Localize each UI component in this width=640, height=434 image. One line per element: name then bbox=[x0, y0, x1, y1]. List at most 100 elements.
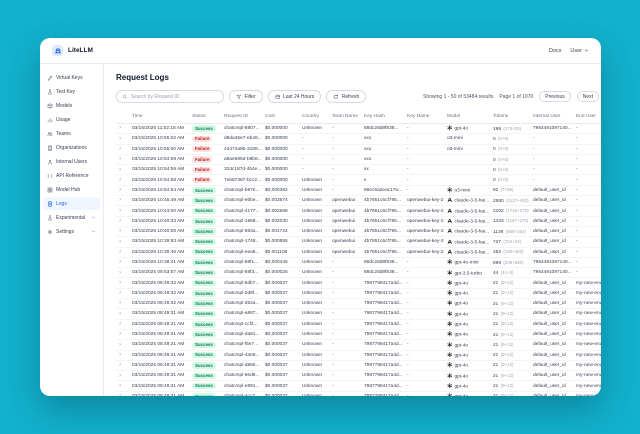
calendar-icon bbox=[275, 94, 280, 99]
table-row[interactable]: › 03/15/2025 10:38:41 AM Success chatcmp… bbox=[116, 257, 601, 269]
table-row[interactable]: › 03/15/2025 08:49:31 AM Success chatcmp… bbox=[116, 308, 601, 320]
column-header bbox=[116, 111, 129, 124]
table-row[interactable]: › 03/15/2025 10:43:00 AM Success chatcmp… bbox=[116, 205, 601, 217]
sidebar-item-virtual-keys[interactable]: Virtual Keys bbox=[43, 71, 100, 84]
expand-row-chevron-icon[interactable]: › bbox=[119, 278, 122, 286]
docs-link[interactable]: Docs bbox=[548, 47, 562, 54]
cell-end-user: my-new-end-user-7 bbox=[573, 391, 601, 396]
cell-tokens: 21 (9+12) bbox=[490, 308, 530, 320]
search-input[interactable] bbox=[130, 93, 218, 100]
sidebar-item-models[interactable]: Models bbox=[43, 99, 100, 112]
logs-icon bbox=[47, 200, 53, 207]
cell-status: Success bbox=[189, 339, 221, 351]
cell-key-name: openwebui-key-2 bbox=[404, 226, 444, 238]
cell-country: Unknown bbox=[299, 308, 329, 320]
expand-row-chevron-icon[interactable]: › bbox=[119, 268, 122, 276]
table-row[interactable]: › 03/15/2025 08:49:31 AM Success chatcmp… bbox=[116, 360, 601, 372]
refresh-button[interactable]: Refresh bbox=[326, 90, 367, 103]
sidebar-item-test-key[interactable]: Test Key bbox=[43, 85, 100, 98]
expand-row-chevron-icon[interactable]: › bbox=[119, 186, 122, 194]
cell-country: Unknown bbox=[299, 350, 329, 361]
table-row[interactable]: › 03/15/2025 10:55:02 AM Failure d8da45e… bbox=[116, 133, 601, 145]
sidebar-item-api-reference[interactable]: API Reference bbox=[43, 169, 100, 182]
expand-row-chevron-icon[interactable]: › bbox=[119, 299, 122, 307]
expand-row-chevron-icon[interactable]: › bbox=[119, 196, 122, 204]
expand-row-chevron-icon[interactable]: › bbox=[119, 361, 122, 369]
table-row[interactable]: › 03/15/2025 08:49:32 AM Success chatcmp… bbox=[116, 288, 601, 300]
previous-page-button[interactable]: Previous bbox=[539, 91, 571, 102]
cell-model: gpt-4o bbox=[444, 391, 490, 396]
expand-row-chevron-icon[interactable]: › bbox=[119, 155, 122, 163]
cell-team-name: openwebui bbox=[329, 236, 361, 248]
table-row[interactable]: › 03/15/2025 08:49:31 AM Success chatcmp… bbox=[116, 380, 601, 392]
expand-row-chevron-icon[interactable]: › bbox=[119, 237, 122, 245]
expand-row-chevron-icon[interactable]: › bbox=[119, 330, 122, 338]
expand-row-chevron-icon[interactable]: › bbox=[119, 175, 122, 183]
sidebar-item-settings[interactable]: Settings bbox=[43, 225, 100, 238]
expand-row-chevron-icon[interactable]: › bbox=[119, 340, 122, 348]
cell-cost: $0.000000 bbox=[262, 144, 299, 155]
table-row[interactable]: › 03/15/2025 08:49:31 AM Success chatcmp… bbox=[116, 319, 601, 330]
table-row[interactable]: › 03/15/2025 10:54:54 AM Success chatcmp… bbox=[116, 185, 601, 197]
table-row[interactable]: › 03/15/2025 08:49:31 AM Success chatcmp… bbox=[116, 350, 601, 361]
expand-row-chevron-icon[interactable]: › bbox=[119, 392, 122, 396]
table-row[interactable]: › 03/15/2025 09:53:57 AM Success chatcmp… bbox=[116, 267, 601, 279]
cell-status: Success bbox=[189, 391, 221, 396]
cell-end-user: my-new-end-user-7 bbox=[573, 350, 601, 361]
table-row[interactable]: › 03/15/2025 10:39:53 AM Success chatcmp… bbox=[116, 236, 601, 248]
table-row[interactable]: › 03/15/2025 08:49:31 AM Success chatcmp… bbox=[116, 329, 601, 341]
expand-row-chevron-icon[interactable]: › bbox=[119, 320, 122, 328]
cell-key-name: - bbox=[404, 267, 444, 279]
expand-row-chevron-icon[interactable]: › bbox=[119, 247, 122, 255]
cell-internal-user: - bbox=[530, 144, 573, 155]
expand-row-chevron-icon[interactable]: › bbox=[119, 371, 122, 379]
expand-row-chevron-icon[interactable]: › bbox=[119, 381, 122, 389]
filter-button[interactable]: Filter bbox=[229, 90, 263, 103]
expand-row-chevron-icon[interactable]: › bbox=[119, 165, 122, 173]
expand-row-chevron-icon[interactable]: › bbox=[119, 144, 122, 152]
expand-row-chevron-icon[interactable]: › bbox=[119, 217, 122, 225]
sidebar-item-organizations[interactable]: Organizations bbox=[43, 141, 100, 154]
sidebar-item-internal-users[interactable]: Internal Users bbox=[43, 155, 100, 168]
table-row[interactable]: › 03/15/2025 10:45:49 AM Success chatcmp… bbox=[116, 195, 601, 207]
expand-row-chevron-icon[interactable]: › bbox=[119, 309, 122, 317]
cell-model: claude-3-5-hai... bbox=[444, 195, 490, 207]
table-row[interactable]: › 03/15/2025 08:49:31 AM Success chatcmp… bbox=[116, 339, 601, 351]
status-badge: Success bbox=[192, 351, 216, 359]
expand-row-chevron-icon[interactable]: › bbox=[119, 258, 122, 266]
table-row[interactable]: › 03/15/2025 10:40:33 AM Success chatcmp… bbox=[116, 216, 601, 227]
table-row[interactable]: › 03/15/2025 10:39:46 AM Success chatcmp… bbox=[116, 247, 601, 258]
expand-row-chevron-icon[interactable]: › bbox=[119, 227, 122, 235]
expand-row-chevron-icon[interactable]: › bbox=[119, 350, 122, 358]
expand-row-chevron-icon[interactable]: › bbox=[119, 124, 122, 132]
sidebar-item-usage[interactable]: Usage bbox=[43, 113, 100, 126]
table-row[interactable]: › 03/15/2025 08:49:32 AM Success chatcmp… bbox=[116, 298, 601, 310]
user-menu[interactable]: User bbox=[570, 48, 589, 54]
time-range-button[interactable]: Last 24 Hours bbox=[267, 90, 322, 103]
cell-time: 03/15/2025 10:55:00 AM bbox=[129, 144, 189, 155]
table-row[interactable]: › 03/15/2025 10:40:08 AM Success chatcmp… bbox=[116, 226, 601, 238]
table-row[interactable]: › 03/15/2025 10:54:59 AM Failure a9ae685… bbox=[116, 154, 601, 166]
cell-time: 03/15/2025 08:49:32 AM bbox=[129, 298, 189, 310]
table-row[interactable]: › 03/15/2025 08:49:31 AM Success chatcmp… bbox=[116, 370, 601, 382]
sidebar-item-model-hub[interactable]: Model Hub bbox=[43, 183, 100, 196]
next-page-button[interactable]: Next bbox=[576, 91, 599, 102]
cell-tokens: 1139 (885+254) bbox=[490, 226, 530, 238]
table-row[interactable]: › 03/15/2025 10:54:59 AM Failure 324c187… bbox=[116, 164, 601, 176]
sidebar-item-logs[interactable]: Logs bbox=[43, 197, 100, 210]
sidebar-item-experimental[interactable]: Experimental bbox=[43, 211, 100, 224]
cell-internal-user: default_user_id bbox=[530, 195, 573, 207]
cell-tokens: 21 (9+12) bbox=[490, 298, 530, 310]
cell-end-user: - bbox=[573, 257, 601, 269]
expand-row-chevron-icon[interactable]: › bbox=[119, 289, 122, 297]
sidebar-item-teams[interactable]: Teams bbox=[43, 127, 100, 140]
table-row[interactable]: › 03/15/2025 08:49:32 AM Success chatcmp… bbox=[116, 277, 601, 289]
table-row[interactable]: › 03/15/2025 10:54:58 AM Failure 7eb6738… bbox=[116, 174, 601, 186]
cell-status: Success bbox=[189, 236, 221, 248]
table-row[interactable]: › 03/15/2025 10:55:00 AM Failure 43474a9… bbox=[116, 144, 601, 155]
expand-row-chevron-icon[interactable]: › bbox=[119, 134, 122, 142]
table-row[interactable]: › 03/15/2025 08:49:31 AM Success chatcmp… bbox=[116, 391, 601, 396]
expand-row-chevron-icon[interactable]: › bbox=[119, 206, 122, 214]
table-row[interactable]: › 03/15/2025 11:02:18 AM Success chatcmp… bbox=[116, 123, 601, 135]
search-box[interactable] bbox=[116, 90, 224, 103]
